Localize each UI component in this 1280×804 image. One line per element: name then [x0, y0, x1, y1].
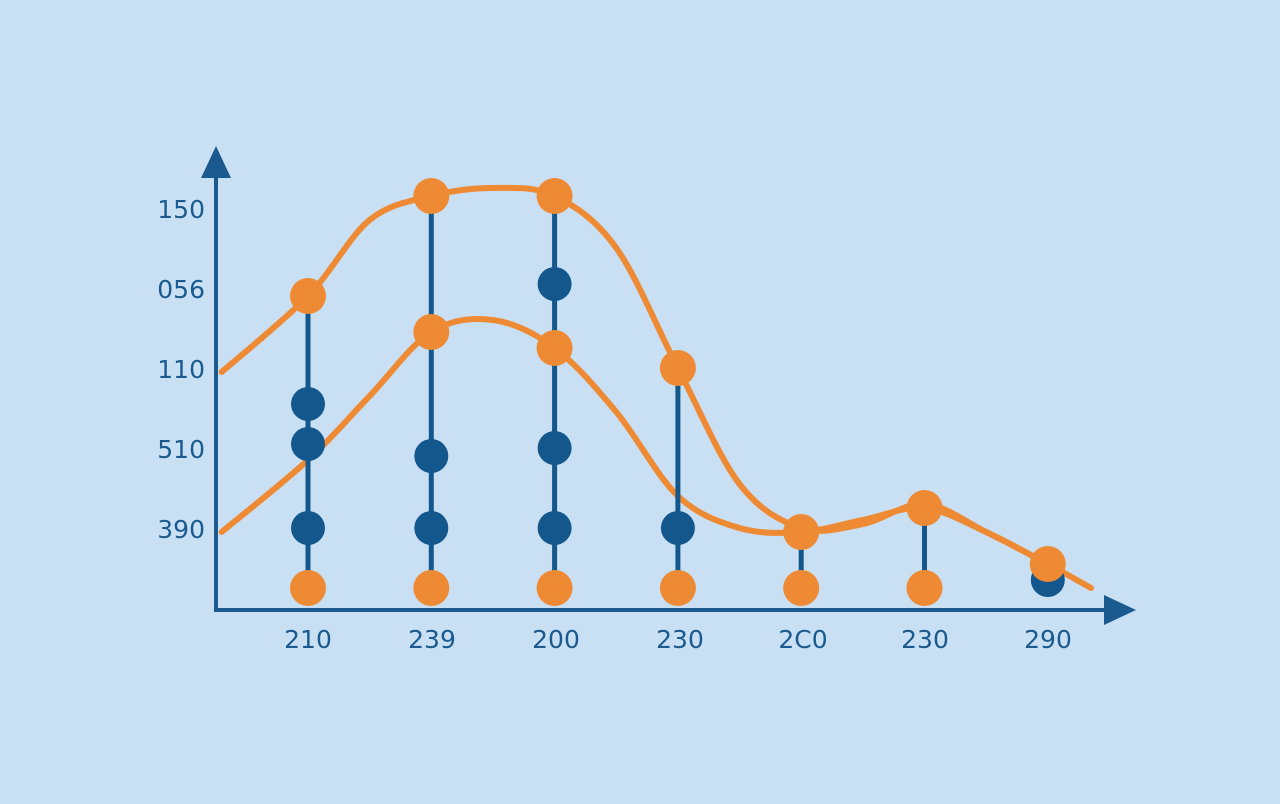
navy-data-point — [537, 511, 572, 545]
x-tick-labels: 210 239 200 230 2C0 230 290 — [284, 625, 1072, 654]
navy-data-point — [291, 387, 325, 421]
orange-data-point — [536, 178, 573, 214]
x-tick-label: 239 — [408, 625, 456, 654]
y-tick-label: 056 — [157, 275, 205, 304]
orange-base-marker — [783, 570, 820, 606]
orange-data-point — [413, 314, 450, 350]
orange-data-point — [1029, 546, 1066, 582]
navy-data-point — [414, 439, 449, 473]
y-axis-arrowhead — [201, 146, 231, 178]
navy-data-point — [291, 511, 325, 545]
orange-base-marker — [290, 570, 326, 606]
y-tick-label: 510 — [157, 435, 205, 464]
orange-base-marker — [536, 570, 573, 606]
axes — [201, 146, 1136, 625]
orange-base-marker — [413, 570, 450, 606]
navy-data-point — [537, 431, 572, 465]
y-tick-labels: 150 056 110 510 390 — [157, 195, 205, 544]
curve-line-1 — [218, 184, 1094, 591]
navy-data-point — [660, 511, 695, 545]
x-tick-label: 230 — [901, 625, 949, 654]
x-tick-label: 2C0 — [778, 625, 827, 654]
orange-base-marker — [906, 570, 943, 606]
orange-data-point — [906, 490, 943, 526]
navy-data-point — [414, 511, 449, 545]
curve-layer — [218, 184, 1094, 591]
orange-data-point — [783, 514, 820, 550]
orange-data-point — [290, 278, 326, 314]
y-tick-label: 110 — [157, 355, 205, 384]
orange-data-point — [536, 330, 573, 366]
y-tick-label: 390 — [157, 515, 205, 544]
x-axis-arrowhead — [1104, 595, 1136, 625]
navy-data-point — [291, 427, 325, 461]
x-tick-label: 230 — [656, 625, 704, 654]
orange-base-marker — [659, 570, 696, 606]
orange-data-point — [413, 178, 450, 214]
orange-data-point — [659, 350, 696, 386]
y-tick-label: 150 — [157, 195, 205, 224]
x-tick-label: 210 — [284, 625, 332, 654]
x-tick-label: 200 — [532, 625, 580, 654]
marker-layer — [290, 178, 1066, 606]
x-tick-label: 290 — [1024, 625, 1072, 654]
navy-data-point — [537, 267, 572, 301]
